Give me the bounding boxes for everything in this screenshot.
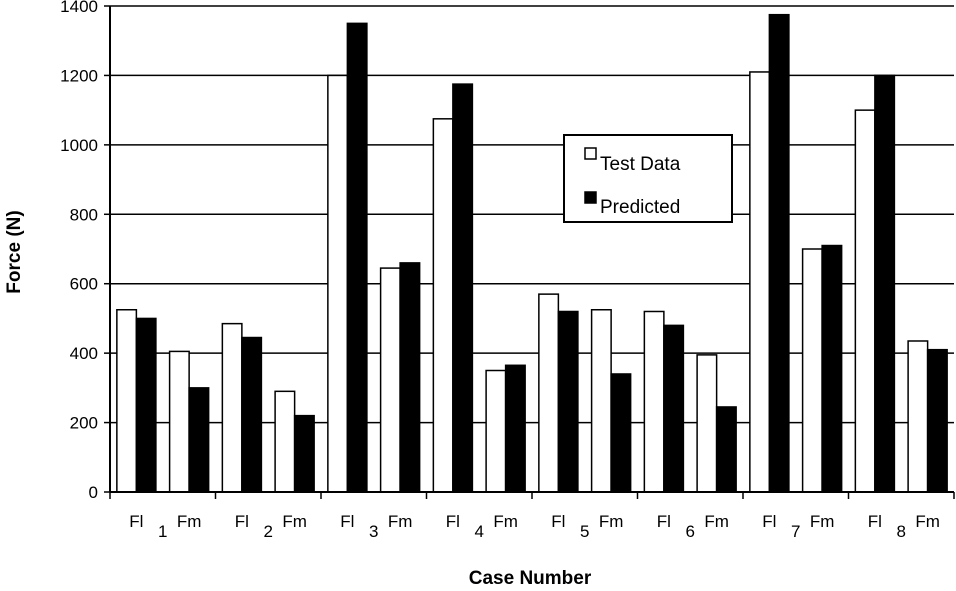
bar-test-data: [274, 390, 296, 493]
bar-predicted: [926, 348, 948, 493]
case-number-label: 2: [264, 522, 273, 541]
x-tick-label: Fl: [762, 512, 776, 531]
case-number-label: 7: [791, 522, 800, 541]
bar-predicted: [346, 22, 368, 493]
bar-predicted: [610, 373, 632, 493]
x-tick-label: Fl: [340, 512, 354, 531]
legend-label-test-data: Test Data: [600, 154, 681, 175]
y-tick-label: 0: [89, 483, 98, 502]
bar-test-data: [168, 350, 190, 493]
x-tick-label: Fm: [282, 512, 307, 531]
bar-predicted: [135, 317, 157, 493]
bar-predicted: [399, 262, 421, 493]
x-tick-label: Fm: [177, 512, 202, 531]
x-tick-label: Fl: [446, 512, 460, 531]
bar-predicted: [768, 13, 790, 493]
bar-predicted: [821, 244, 843, 493]
bar-test-data: [643, 310, 665, 493]
y-tick-label: 600: [70, 275, 98, 294]
x-tick-label: Fm: [388, 512, 413, 531]
y-tick-label: 1000: [60, 136, 98, 155]
x-axis-title: Case Number: [469, 568, 592, 589]
bar-test-data: [485, 369, 507, 493]
case-number-label: 8: [897, 522, 906, 541]
bar-test-data: [327, 74, 349, 493]
bar-test-data: [379, 267, 401, 493]
x-tick-label: Fm: [915, 512, 940, 531]
bar-predicted: [504, 364, 526, 493]
x-tick-label: Fl: [551, 512, 565, 531]
case-number-label: 1: [158, 522, 167, 541]
legend-swatch-test-data: [584, 147, 597, 160]
y-tick-label: 400: [70, 344, 98, 363]
case-number-label: 5: [580, 522, 589, 541]
bar-test-data: [590, 309, 612, 493]
bar-predicted: [241, 336, 263, 493]
bar-predicted: [557, 310, 579, 493]
x-tick-label: Fm: [493, 512, 518, 531]
y-tick-label: 200: [70, 414, 98, 433]
x-tick-label: Fl: [129, 512, 143, 531]
legend: Test Data Predicted: [563, 134, 733, 223]
case-number-label: 4: [475, 522, 484, 541]
legend-label-predicted: Predicted: [600, 197, 680, 218]
x-tick-label: Fm: [704, 512, 729, 531]
bar-test-data: [538, 293, 560, 493]
x-tick-label: Fl: [235, 512, 249, 531]
bar-predicted: [715, 406, 737, 493]
y-axis-title: Force (N): [4, 210, 25, 293]
x-tick-label: Fm: [810, 512, 835, 531]
x-tick-label: Fm: [599, 512, 624, 531]
case-number-label: 3: [369, 522, 378, 541]
y-tick-label: 1400: [60, 0, 98, 16]
bar-test-data: [749, 71, 771, 493]
bar-test-data: [116, 309, 138, 493]
y-tick-label: 1200: [60, 66, 98, 85]
bar-test-data: [801, 248, 823, 493]
bar-predicted: [663, 324, 685, 493]
legend-swatch-predicted: [584, 191, 597, 204]
bar-test-data: [696, 354, 718, 493]
bar-predicted: [293, 414, 315, 493]
bar-predicted: [452, 83, 474, 493]
x-tick-label: Fl: [868, 512, 882, 531]
bars: [116, 13, 948, 493]
y-tick-labels: 0 200 400 600 800 1000 1200 1400: [60, 0, 110, 502]
bar-test-data: [221, 322, 243, 493]
bar-test-data: [854, 109, 876, 493]
bar-test-data: [907, 340, 929, 493]
y-tick-label: 800: [70, 205, 98, 224]
x-tick-labels: Fl Fm Fl Fm Fl Fm Fl Fm Fl Fm Fl Fm Fl Fm Fl Fm 1 2 3 4 5 6 7 8: [109, 492, 955, 541]
bar-predicted: [874, 74, 896, 493]
bar-test-data: [432, 118, 454, 493]
bar-predicted: [188, 387, 210, 493]
case-number-label: 6: [686, 522, 695, 541]
x-tick-label: Fl: [657, 512, 671, 531]
